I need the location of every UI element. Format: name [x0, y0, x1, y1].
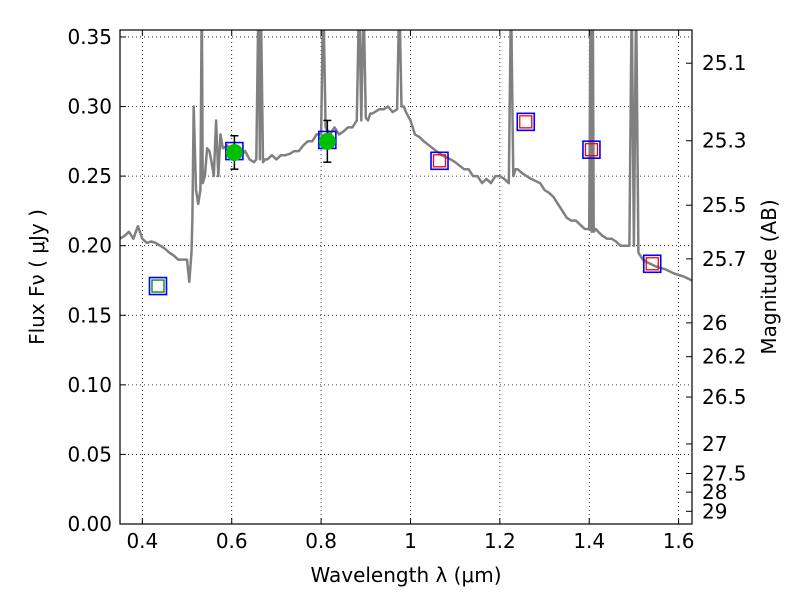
labels: 0.4 0.6 0.8 1 1.2 1.4 1.6 0.00 0.05 0.10 0.15 0.20 0…: [25, 25, 781, 587]
y-tick-label: 0.25: [67, 164, 112, 188]
mag-tick-label: 26.5: [702, 385, 747, 409]
model-photometry-square: [430, 151, 449, 171]
model-photometry-square: [582, 140, 601, 159]
y-tick-label: 0.30: [67, 95, 112, 119]
y-tick-label: 0.00: [67, 512, 112, 536]
ticks: [120, 30, 692, 525]
model-inner-green-square: [151, 279, 165, 293]
model-inner-red-square: [584, 143, 599, 157]
model-photometry-square: [642, 254, 662, 274]
y-tick-label: 0.10: [67, 373, 112, 397]
observed-point: [225, 143, 243, 161]
mag-tick-label: 25.5: [702, 193, 747, 217]
x-tick-label: 1: [404, 529, 417, 553]
axes-frame: [119, 29, 693, 525]
x-tick-label: 0.8: [305, 529, 337, 553]
mag-tick-label: 28: [702, 480, 727, 504]
grid: [120, 30, 692, 525]
model-photometry-square: [516, 112, 536, 132]
model-inner-red-square: [645, 257, 659, 271]
model-sed-line: [120, 30, 692, 284]
x-axis-label: Wavelength λ (μm): [310, 563, 501, 587]
y-tick-label: 0.15: [67, 303, 112, 327]
mag-tick-label: 25.3: [702, 129, 747, 153]
y-axis-label: Flux Fν ( μJy ): [25, 209, 49, 345]
x-tick-label: 1.4: [573, 529, 605, 553]
model-photometry-square: [148, 276, 168, 296]
mag-tick-label: 29: [702, 499, 727, 523]
model-inner-red-square: [432, 154, 447, 168]
model-inner-red-square: [519, 115, 533, 129]
y-tick-label: 0.05: [67, 442, 112, 466]
mag-tick-label: 26.2: [702, 345, 747, 369]
mag-tick-label: 25.1: [702, 51, 747, 75]
magnitude-axis-label: Magnitude (AB): [757, 199, 781, 354]
observed-point: [318, 132, 336, 150]
mag-tick-label: 25.7: [702, 247, 747, 271]
x-tick-label: 1.2: [484, 529, 516, 553]
plot-area: [120, 30, 692, 296]
mag-tick-label: 27: [702, 432, 727, 456]
mag-tick-label: 27.5: [702, 461, 747, 485]
mag-tick-label: 26: [702, 311, 727, 335]
y-tick-label: 0.35: [67, 25, 112, 49]
x-tick-label: 0.4: [126, 529, 158, 553]
x-tick-label: 1.6: [663, 529, 695, 553]
x-tick-label: 0.6: [216, 529, 248, 553]
y-tick-label: 0.20: [67, 234, 112, 258]
